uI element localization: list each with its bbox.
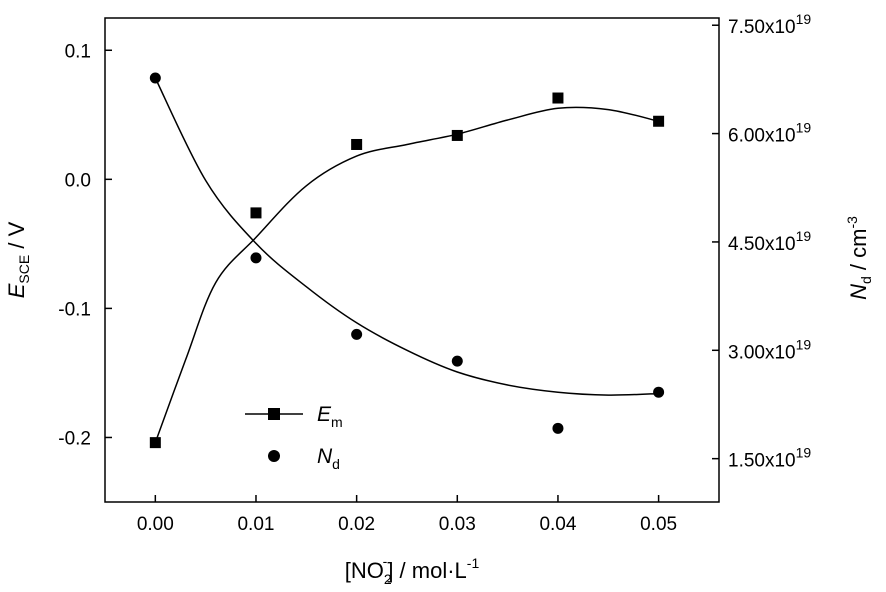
nd-point — [653, 386, 665, 398]
em-point — [149, 437, 161, 449]
legend-marker-em — [268, 408, 280, 420]
nd-point — [250, 252, 262, 264]
x-title-post-sup: -1 — [467, 555, 480, 571]
nd-point — [552, 422, 564, 434]
left-title-post: / V — [4, 221, 29, 254]
right-y-tick-exponent: 19 — [796, 228, 812, 244]
em-point — [653, 115, 665, 127]
left-y-tick-label: 0.0 — [65, 170, 91, 191]
left-y-tick-label: -0.2 — [58, 428, 91, 449]
right-y-tick-label: 7.50x1019 — [728, 11, 811, 38]
x-title-sub: 2 — [384, 571, 392, 587]
plot-frame — [104, 17, 720, 503]
legend-nd-main: N — [317, 445, 333, 468]
x-axis-title: [NO2 -] / mol·L-1 — [345, 553, 480, 587]
fit-curves — [154, 77, 659, 443]
legend: Em Nd — [245, 403, 343, 472]
nd-fit-curve — [154, 77, 659, 396]
right-y-tick-exponent: 19 — [796, 445, 812, 461]
left-title-main: E — [4, 283, 29, 298]
right-y-tick-label: 6.00x1019 — [728, 120, 811, 147]
legend-marker-nd — [268, 450, 280, 462]
right-title-post: / cm — [846, 229, 871, 277]
right-y-tick-exponent: 19 — [796, 120, 812, 136]
x-title-pre: [NO — [345, 558, 384, 583]
x-title-sup: - — [383, 553, 388, 569]
right-y-tick-label: 4.50x1019 — [728, 228, 811, 255]
x-tick-label: 0.02 — [338, 514, 375, 535]
right-title-sup: -3 — [844, 216, 860, 229]
x-tick-label: 0.04 — [539, 514, 576, 535]
nd-point — [149, 72, 161, 84]
right-y-tick-exponent: 19 — [796, 336, 812, 352]
em-fit-curve — [154, 106, 659, 443]
x-axis: 0.00 0.01 0.02 0.03 0.04 0.05 — [137, 495, 677, 535]
x-title-post: ] / mol·L — [387, 558, 466, 583]
right-title-main: N — [846, 284, 871, 300]
em-point — [451, 129, 463, 141]
x-tick-label: 0.01 — [237, 514, 274, 535]
left-y-tick-label: 0.1 — [65, 41, 91, 62]
em-point — [351, 138, 363, 150]
left-title-sub: SCE — [16, 255, 32, 284]
x-tick-label: 0.05 — [640, 514, 677, 535]
left-y-axis-title: ESCE / V — [4, 221, 32, 298]
right-y-axis: 1.50x1019 3.00x1019 4.50x1019 6.00x1019 7.50… — [712, 11, 811, 472]
legend-em-main: E — [317, 403, 332, 426]
right-y-tick-label: 3.00x1019 — [728, 336, 811, 363]
x-tick-label: 0.03 — [439, 514, 476, 535]
left-y-tick-label: -0.1 — [58, 299, 91, 320]
left-y-axis: 0.1 0.0 -0.1 -0.2 — [58, 41, 112, 449]
legend-em-sub: m — [331, 414, 343, 430]
nd-point — [351, 328, 363, 340]
right-title-sub: d — [858, 276, 874, 284]
legend-label-nd: Nd — [317, 445, 340, 472]
legend-nd-sub: d — [332, 456, 340, 472]
x-tick-label: 0.00 — [137, 514, 174, 535]
right-y-tick-label: 1.50x1019 — [728, 445, 811, 472]
right-y-axis-title: Nd / cm-3 — [844, 216, 874, 300]
right-y-tick-exponent: 19 — [796, 11, 812, 27]
data-markers — [149, 72, 665, 449]
nd-point — [451, 355, 463, 367]
legend-label-em: Em — [317, 403, 343, 430]
em-point — [250, 207, 262, 219]
em-point — [552, 92, 564, 104]
